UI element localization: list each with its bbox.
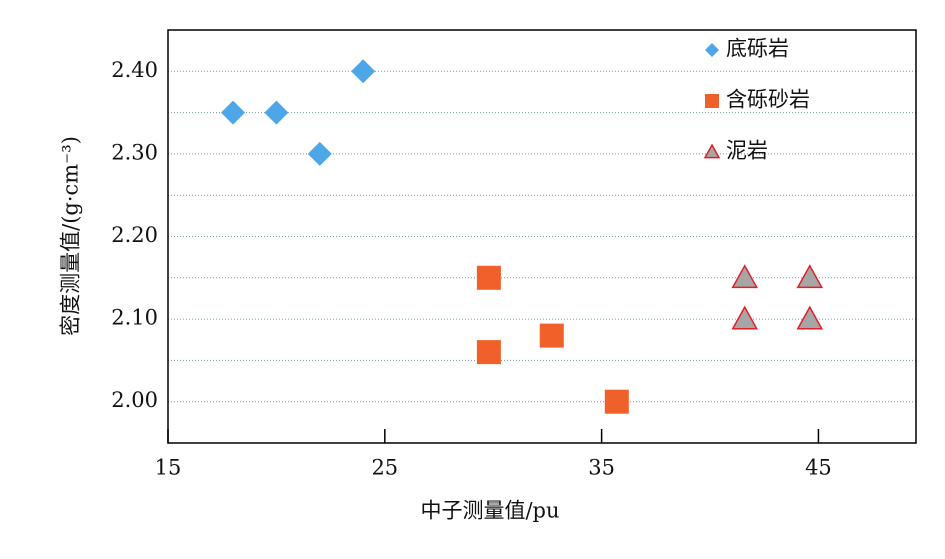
y-tick-label: 2.10: [111, 306, 158, 330]
point: [264, 100, 289, 125]
x-tick-label: 35: [588, 456, 615, 480]
point: [796, 305, 824, 330]
y-tick-label: 2.00: [111, 388, 158, 412]
legend-marker: [705, 43, 719, 57]
point: [731, 264, 758, 289]
x-tick-label: 25: [371, 456, 398, 480]
y-tick-label: 2.40: [111, 58, 158, 82]
point: [351, 59, 376, 84]
y-axis-label: 密度测量值/(g·cm⁻³): [59, 136, 83, 336]
point: [307, 141, 332, 166]
point: [796, 264, 824, 289]
y-tick-label: 2.20: [111, 223, 158, 247]
point: [476, 340, 501, 365]
x-tick-label: 45: [805, 456, 832, 480]
legend-label: 含砾砂岩: [726, 88, 810, 112]
plot-frame: [167, 29, 917, 444]
point: [476, 265, 501, 290]
point: [731, 305, 758, 330]
point: [604, 389, 629, 414]
x-tick-label: 15: [155, 456, 182, 480]
legend-marker: [705, 94, 719, 108]
legend-label: 底砾岩: [726, 37, 789, 61]
x-axis-label: 中子测量值/pu: [420, 499, 559, 523]
point: [539, 323, 564, 348]
legend-label: 泥岩: [726, 139, 768, 163]
legend-marker: [703, 143, 721, 159]
point: [221, 100, 246, 125]
y-tick-label: 2.30: [111, 140, 158, 164]
